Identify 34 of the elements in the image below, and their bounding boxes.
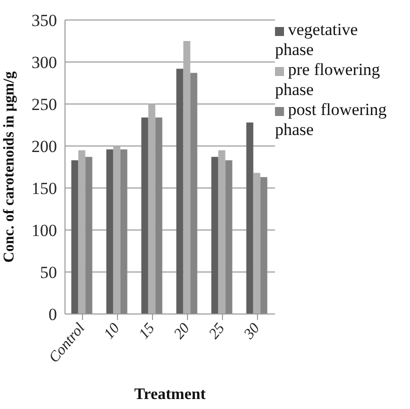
- bar: [141, 117, 148, 314]
- bar: [218, 150, 226, 314]
- bar: [190, 72, 198, 314]
- bar: [183, 41, 190, 314]
- bar: [71, 160, 78, 314]
- y-tick-label: 0: [48, 305, 57, 324]
- bar: [113, 146, 120, 314]
- bar: [260, 177, 268, 314]
- bar: [246, 122, 254, 314]
- y-tick-label: 300: [32, 53, 57, 72]
- y-tick-label: 50: [40, 263, 57, 282]
- bar: [253, 172, 260, 314]
- y-tick-label: 200: [32, 137, 57, 156]
- bar: [155, 117, 162, 314]
- bar: [225, 160, 232, 314]
- y-tick-label: 250: [32, 95, 57, 114]
- x-tick-label: 10: [101, 320, 124, 342]
- y-tick-label: 150: [32, 179, 57, 198]
- x-tick-label: 30: [240, 320, 264, 344]
- y-axis-title: Conc. of carotenoids in µgm/g: [1, 70, 18, 263]
- x-tick-label: 25: [206, 320, 229, 342]
- x-axis-title: Treatment: [134, 386, 206, 403]
- bar: [176, 68, 184, 314]
- x-tick-label: 15: [136, 320, 159, 342]
- legend-label: post flowering phase: [275, 100, 387, 139]
- bar: [211, 156, 218, 314]
- bar: [148, 104, 156, 314]
- bar: [120, 149, 128, 314]
- y-tick-label: 350: [32, 11, 57, 30]
- y-tick-label: 100: [32, 221, 57, 240]
- bar: [85, 156, 92, 314]
- x-tick-label: 20: [171, 320, 194, 342]
- bar: [106, 149, 114, 314]
- bar: [78, 150, 86, 314]
